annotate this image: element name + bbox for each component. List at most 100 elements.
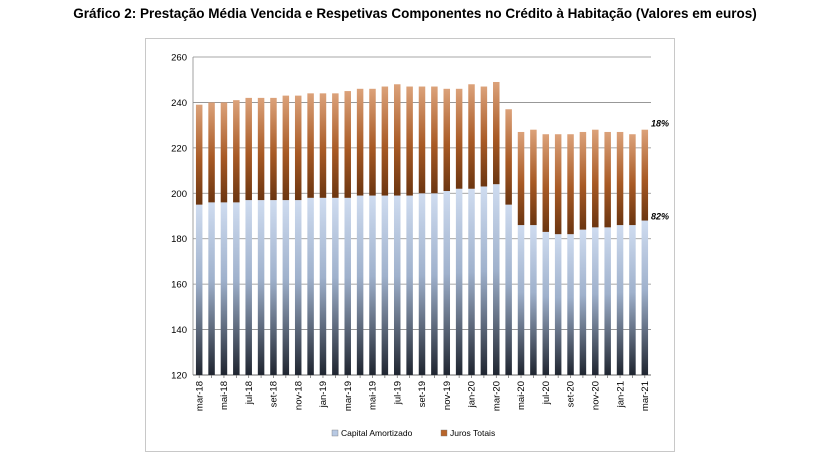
x-tick-label: jul-19 (392, 381, 403, 405)
bar-capital-amortizado (455, 188, 463, 375)
x-tick-label: jan-20 (467, 381, 478, 408)
bar-capital-amortizado (554, 234, 562, 375)
y-tick-label: 200 (171, 189, 187, 200)
legend-label: Juros Totais (450, 428, 495, 438)
x-tick-label: set-19 (417, 381, 428, 407)
x-tick-label: mai-18 (219, 381, 230, 410)
bar-capital-amortizado (604, 227, 611, 375)
bar-juros-totais (257, 97, 265, 201)
bar-capital-amortizado (616, 225, 624, 375)
bar-juros-totais (554, 134, 562, 235)
bar-juros-totais (592, 129, 599, 228)
bar-juros-totais (616, 131, 624, 226)
bar-juros-totais (369, 88, 376, 196)
x-tick-label: set-18 (269, 381, 280, 407)
bar-capital-amortizado (245, 200, 252, 375)
legend-swatch (331, 429, 339, 437)
bar-juros-totais (579, 131, 587, 230)
annotation-label: 18% (651, 119, 669, 129)
bar-juros-totais (393, 84, 401, 196)
legend-swatch (440, 429, 448, 437)
y-tick-label: 160 (171, 280, 187, 291)
bar-capital-amortizado (344, 197, 351, 375)
bar-capital-amortizado (629, 225, 636, 375)
bar-capital-amortizado (517, 225, 525, 375)
chart-title: Gráfico 2: Prestação Média Vencida e Res… (73, 6, 757, 21)
x-tick-label: jan-21 (615, 381, 626, 408)
bar-capital-amortizado (369, 195, 376, 375)
bar-capital-amortizado (195, 204, 203, 375)
bar-juros-totais (344, 91, 351, 198)
x-tick-label: mai-20 (516, 381, 527, 410)
y-tick-label: 260 (171, 53, 187, 64)
y-tick-label: 180 (171, 234, 187, 245)
tick-labels: 120 140 160 180 200 220 240 260 mar-18 mai-18 jul-… (171, 53, 651, 412)
bar-capital-amortizado (480, 186, 488, 375)
bar-juros-totais (307, 93, 314, 198)
bar-juros-totais (530, 129, 537, 226)
bar-capital-amortizado (443, 191, 451, 375)
bar-juros-totais (604, 131, 611, 228)
bar-capital-amortizado (208, 202, 215, 375)
bar-juros-totais (356, 88, 364, 196)
bar-capital-amortizado (233, 202, 240, 375)
y-tick-label: 240 (171, 98, 187, 109)
bar-juros-totais (406, 86, 413, 196)
x-tick-label: jul-20 (541, 381, 552, 405)
bar-capital-amortizado (319, 197, 327, 375)
annotations: 18% 82% (651, 119, 669, 222)
bar-juros-totais (418, 86, 426, 194)
bar-juros-totais (270, 97, 277, 201)
bar-capital-amortizado (257, 200, 265, 375)
bar-capital-amortizado (220, 202, 228, 375)
bar-capital-amortizado (431, 193, 438, 375)
bar-capital-amortizado (406, 195, 413, 375)
x-tick-label: mai-19 (368, 381, 379, 410)
bar-juros-totais (233, 100, 240, 203)
bar-capital-amortizado (579, 229, 587, 375)
x-tick-label: set-20 (566, 381, 577, 407)
bar-capital-amortizado (468, 188, 475, 375)
bar-capital-amortizado (294, 200, 302, 375)
x-tick-label: nov-19 (442, 381, 453, 410)
bar-juros-totais (332, 93, 339, 198)
bar-capital-amortizado (530, 225, 537, 375)
bar-juros-totais (294, 95, 302, 201)
bar-juros-totais (468, 84, 475, 189)
legend-label: Capital Amortizado (341, 428, 413, 438)
bar-juros-totais (455, 88, 463, 189)
x-tick-label: mar-20 (491, 381, 502, 411)
bar-juros-totais (443, 88, 451, 192)
bar-juros-totais (208, 102, 215, 203)
bar-capital-amortizado (592, 227, 599, 375)
bar-capital-amortizado (381, 195, 389, 375)
bar-capital-amortizado (542, 231, 550, 375)
bar-capital-amortizado (567, 234, 574, 375)
bar-capital-amortizado (418, 193, 426, 375)
x-tick-label: nov-20 (590, 381, 601, 410)
bar-juros-totais (480, 86, 488, 187)
bar-capital-amortizado (641, 220, 649, 375)
bar-juros-totais (431, 86, 438, 194)
bar-juros-totais (629, 134, 636, 226)
x-tick-label: mar-19 (343, 381, 354, 411)
bar-juros-totais (517, 131, 525, 226)
bar-juros-totais (245, 97, 252, 201)
bar-capital-amortizado (393, 195, 401, 375)
bar-juros-totais (567, 134, 574, 235)
bar-capital-amortizado (493, 184, 500, 375)
bar-capital-amortizado (307, 197, 314, 375)
bar-juros-totais (381, 86, 389, 196)
x-tick-label: mar-21 (640, 381, 651, 411)
bar-capital-amortizado (282, 200, 290, 375)
bar-capital-amortizado (270, 200, 277, 375)
annotation-label: 82% (651, 212, 669, 222)
bar-capital-amortizado (505, 204, 512, 375)
bar-juros-totais (493, 81, 500, 185)
bar-juros-totais (505, 109, 512, 205)
x-tick-label: jul-18 (244, 381, 255, 405)
bar-juros-totais (319, 93, 327, 198)
x-tick-label: mar-18 (194, 381, 205, 411)
x-tick-label: jan-19 (318, 381, 329, 408)
